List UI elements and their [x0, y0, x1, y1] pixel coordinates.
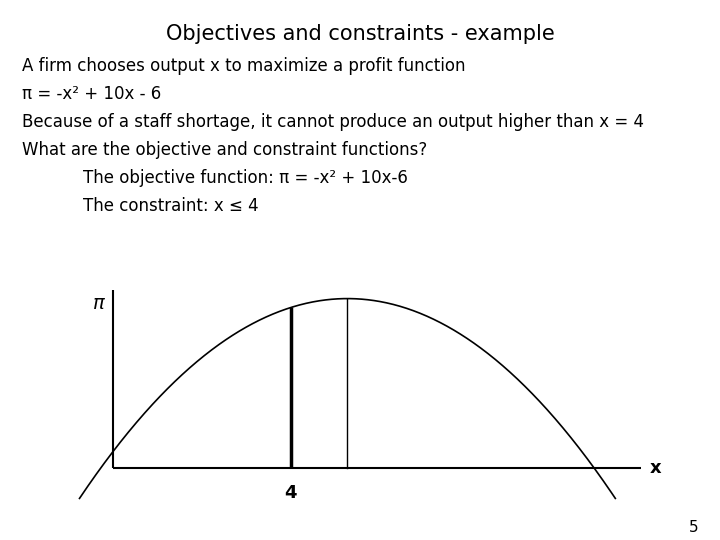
Text: 5: 5	[689, 519, 698, 535]
Text: What are the objective and constraint functions?: What are the objective and constraint fu…	[22, 141, 427, 159]
Text: Because of a staff shortage, it cannot produce an output higher than x = 4: Because of a staff shortage, it cannot p…	[22, 113, 644, 131]
Text: The constraint: x ≤ 4: The constraint: x ≤ 4	[83, 197, 258, 215]
Text: x: x	[650, 458, 662, 477]
Text: Objectives and constraints - example: Objectives and constraints - example	[166, 24, 554, 44]
Text: 4: 4	[284, 484, 297, 502]
Text: π = -x² + 10x - 6: π = -x² + 10x - 6	[22, 85, 161, 103]
Text: $\pi$: $\pi$	[91, 294, 106, 313]
Text: A firm chooses output x to maximize a profit function: A firm chooses output x to maximize a pr…	[22, 57, 465, 75]
Text: The objective function: π = -x² + 10x-6: The objective function: π = -x² + 10x-6	[83, 169, 408, 187]
